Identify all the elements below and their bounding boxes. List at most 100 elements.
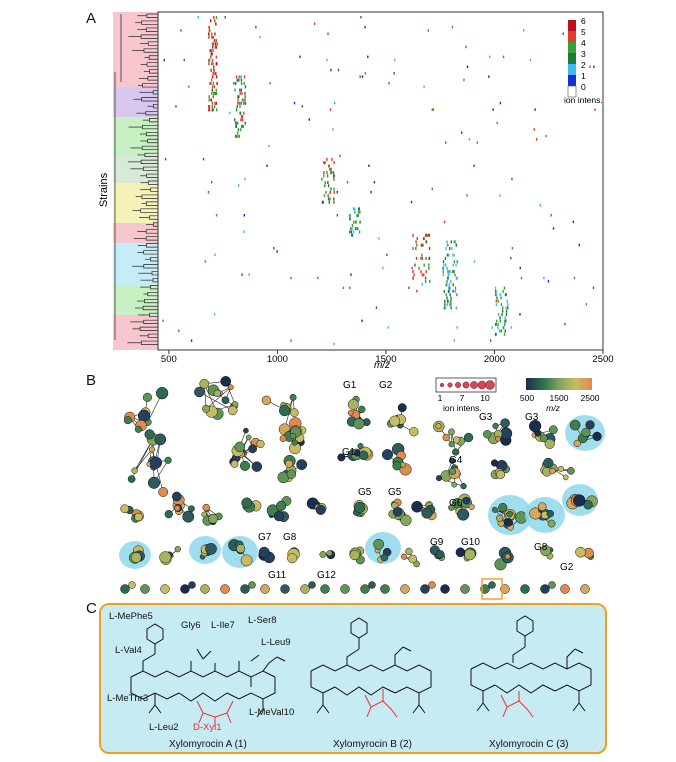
heatmap-cell <box>224 16 226 19</box>
network-node <box>241 497 253 509</box>
heatmap-cell <box>213 85 216 89</box>
heatmap-cell <box>502 55 505 59</box>
heatmap-cell <box>450 303 452 307</box>
heatmap-cell <box>491 326 494 329</box>
heatmap-cell <box>239 91 241 95</box>
heatmap-cell <box>266 164 268 167</box>
label-ile: L-Ile7 <box>211 620 235 631</box>
x-axis: 500 1000 1500 2000 2500 <box>161 350 614 365</box>
heatmap-cell <box>214 45 217 49</box>
heatmap-cell <box>207 105 210 109</box>
network-node <box>260 584 270 594</box>
heatmap-cell <box>446 296 448 300</box>
network-node <box>200 584 210 594</box>
heatmap-cell <box>243 230 245 233</box>
network-node <box>287 553 298 564</box>
heatmap-cell <box>351 227 353 231</box>
network-node <box>420 584 430 594</box>
heatmap-cell <box>423 237 425 241</box>
panel-b-network: G1 G2 G1 G3 G3 G4 G5 G5 G6 G7 G8 G9 G10 G8 G2 G11 G12 1 7… <box>119 376 605 600</box>
heatmap-cell <box>454 286 457 290</box>
heatmap-cell <box>357 214 359 217</box>
heatmap-cell <box>444 303 446 307</box>
heatmap-cell <box>212 62 214 66</box>
heatmap-cell <box>349 230 351 234</box>
heatmap-cell <box>445 263 447 267</box>
heatmap-cell <box>210 68 212 72</box>
heatmap-cell <box>237 121 239 125</box>
heatmap-cell <box>229 111 231 115</box>
heatmap-cell <box>299 55 301 59</box>
heatmap-cell <box>240 75 242 79</box>
heatmap-cell <box>213 19 216 23</box>
heatmap-cell <box>499 329 501 333</box>
heatmap-cell <box>442 270 445 274</box>
heatmap-cell <box>346 181 349 184</box>
tree-branch <box>144 152 158 157</box>
tree-branch <box>143 250 158 255</box>
network-node <box>448 467 457 476</box>
heatmap-cell <box>211 52 213 56</box>
network-node <box>380 553 389 562</box>
network-node <box>300 584 310 594</box>
heatmap-cell <box>350 273 352 276</box>
heatmap-cell <box>455 276 458 280</box>
heatmap-cell <box>425 256 427 260</box>
network-node <box>137 409 151 422</box>
heatmap-cell <box>215 91 218 95</box>
heatmap-cell <box>393 72 395 75</box>
group-label: G5 <box>358 487 372 498</box>
heatmap-cell <box>329 171 332 175</box>
heatmap-cell <box>499 316 501 320</box>
heatmap-cell <box>324 181 326 184</box>
heatmap-cell <box>241 118 244 122</box>
heatmap-cell <box>211 101 214 105</box>
heatmap-cell <box>382 266 384 270</box>
heatmap-cell <box>453 260 456 264</box>
heatmap-cell <box>473 164 475 167</box>
heatmap-cell <box>354 210 356 214</box>
network-node <box>160 584 170 594</box>
heatmap-cell <box>367 55 369 59</box>
x-tick-label: 2500 <box>592 354 613 365</box>
group-labels: G1 G2 G1 G3 G3 G4 G5 G5 G6 G7 G8 G9 G10 G8 G2 G11 G12 <box>258 380 574 581</box>
heatmap-cell <box>425 270 427 274</box>
network-node <box>543 457 554 469</box>
heatmap-cell <box>210 55 212 59</box>
heatmap-cell <box>456 293 458 297</box>
heatmap-cell <box>499 293 501 297</box>
heatmap-cell <box>449 270 451 274</box>
network-node <box>381 449 393 461</box>
heatmap-cell <box>361 75 364 78</box>
network-node <box>236 544 246 554</box>
heatmap-cell <box>448 283 451 287</box>
heatmap-cell <box>497 326 499 330</box>
network-node <box>558 465 564 472</box>
heatmap-cell <box>412 276 415 280</box>
network-node <box>134 512 143 522</box>
heatmap-cell <box>209 19 212 23</box>
size-legend-circle <box>439 382 445 388</box>
heatmap-cell <box>519 313 521 316</box>
network-node <box>392 461 402 471</box>
heatmap-cell <box>242 124 245 128</box>
size-legend-circle <box>485 380 495 390</box>
heatmap-cell <box>208 25 210 29</box>
network-node <box>220 584 230 594</box>
compound-name-c: Xylomyrocin C (3) <box>489 739 569 750</box>
label-methr: L-MeThr3 <box>107 693 149 704</box>
heatmap-cell <box>420 270 422 274</box>
heatmap-cell <box>453 339 456 342</box>
legend-swatch <box>567 85 577 98</box>
heatmap-cell <box>454 273 456 277</box>
heatmap-cell <box>368 164 370 167</box>
heatmap-cell <box>241 124 243 128</box>
heatmap-cell <box>505 309 508 313</box>
tree-branch <box>152 278 158 283</box>
heatmap-cell <box>212 108 215 112</box>
heatmap-cell <box>204 260 207 263</box>
heatmap-cell <box>564 322 566 326</box>
heatmap-cell <box>428 263 430 267</box>
heatmap-cell <box>428 256 430 260</box>
